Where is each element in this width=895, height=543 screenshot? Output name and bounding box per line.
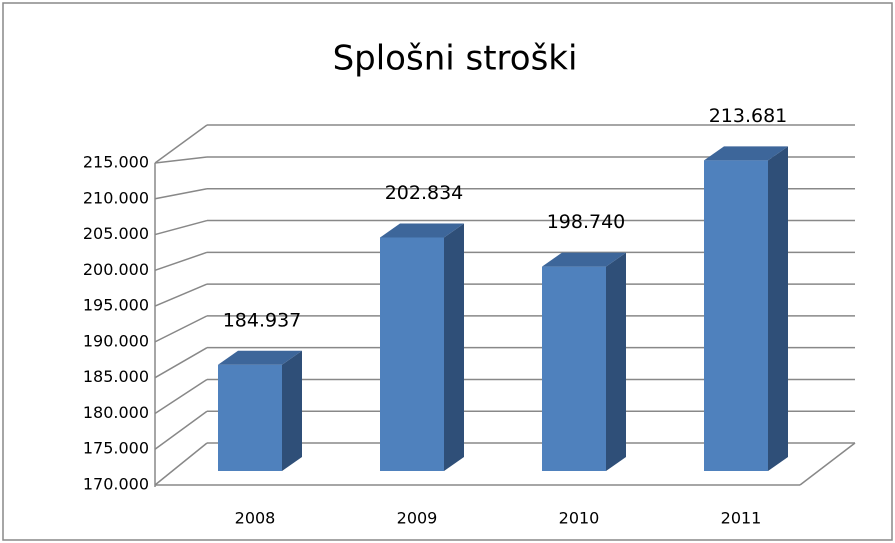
grid-diagonal [154,442,208,486]
y-tick-label: 215.000 [83,153,149,172]
y-tick-label: 175.000 [83,439,149,458]
y-tick-label: 195.000 [83,296,149,315]
value-label: 198.740 [547,211,626,233]
x-tick-label: 2008 [235,509,276,528]
bar-front [542,266,606,471]
bar [542,252,626,471]
bar-top [704,146,788,161]
grid-diagonal [154,283,208,307]
bar-top [542,252,626,267]
grid-diagonal [154,219,208,236]
grid-diagonal [154,347,208,379]
bar-side [606,252,626,471]
value-label: 202.834 [385,182,464,204]
bar-front [380,237,444,471]
y-tick-label: 170.000 [83,475,149,494]
x-tick-label: 2010 [559,509,600,528]
floor-right [799,442,856,486]
grid-diagonal [154,378,208,415]
y-tick-label: 190.000 [83,331,149,350]
grid-diagonal [154,156,208,164]
bar-side [444,223,464,471]
x-tick-label: 2011 [721,509,762,528]
value-label: 184.937 [223,309,302,331]
bar-front [704,160,768,471]
bar-side [282,350,302,471]
bar-top [218,350,302,365]
chart-title: Splošni stroški [333,39,578,79]
grid-diagonal [154,315,208,343]
y-tick-label: 210.000 [83,188,149,207]
y-tick-label: 180.000 [83,403,149,422]
bar-top [380,223,464,238]
wall-edge [154,124,208,164]
x-tick-label: 2009 [397,509,438,528]
grid-diagonal [154,188,208,200]
value-label: 213.681 [709,105,788,127]
y-tick-label: 200.000 [83,260,149,279]
bar [218,350,302,471]
bar [704,146,788,471]
grid-diagonal [154,251,208,272]
bar [380,223,464,471]
grid-diagonal [154,410,208,450]
bar-front [218,364,282,471]
y-tick-label: 185.000 [83,367,149,386]
bar-side [768,146,788,471]
y-tick-label: 205.000 [83,224,149,243]
